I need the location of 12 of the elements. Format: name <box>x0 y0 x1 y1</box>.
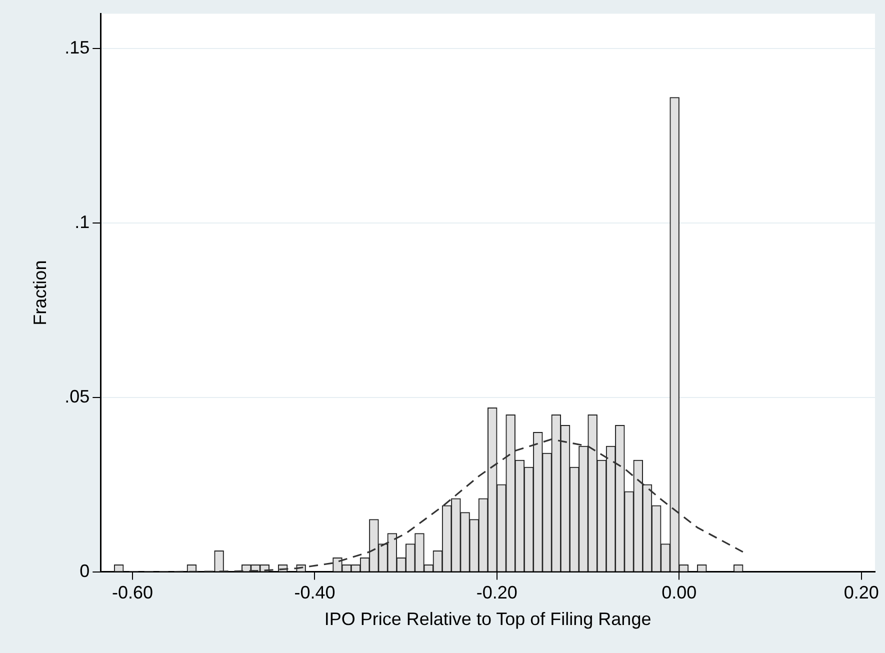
y-tick-label: .05 <box>64 386 90 406</box>
y-axis-title: Fraction <box>30 260 50 326</box>
x-tick-label: -0.20 <box>476 582 518 603</box>
x-axis-title: IPO Price Relative to Top of Filing Range <box>324 609 652 630</box>
y-tick-label: .1 <box>74 212 90 232</box>
x-tick-label: 0.00 <box>662 582 697 603</box>
x-tick-label: -0.60 <box>112 582 154 603</box>
y-tick-label: .15 <box>64 38 90 58</box>
x-tick-label: 0.20 <box>844 582 879 603</box>
line-series <box>113 438 744 572</box>
y-tick-label: 0 <box>80 560 90 581</box>
x-tick-label: -0.40 <box>294 582 336 603</box>
